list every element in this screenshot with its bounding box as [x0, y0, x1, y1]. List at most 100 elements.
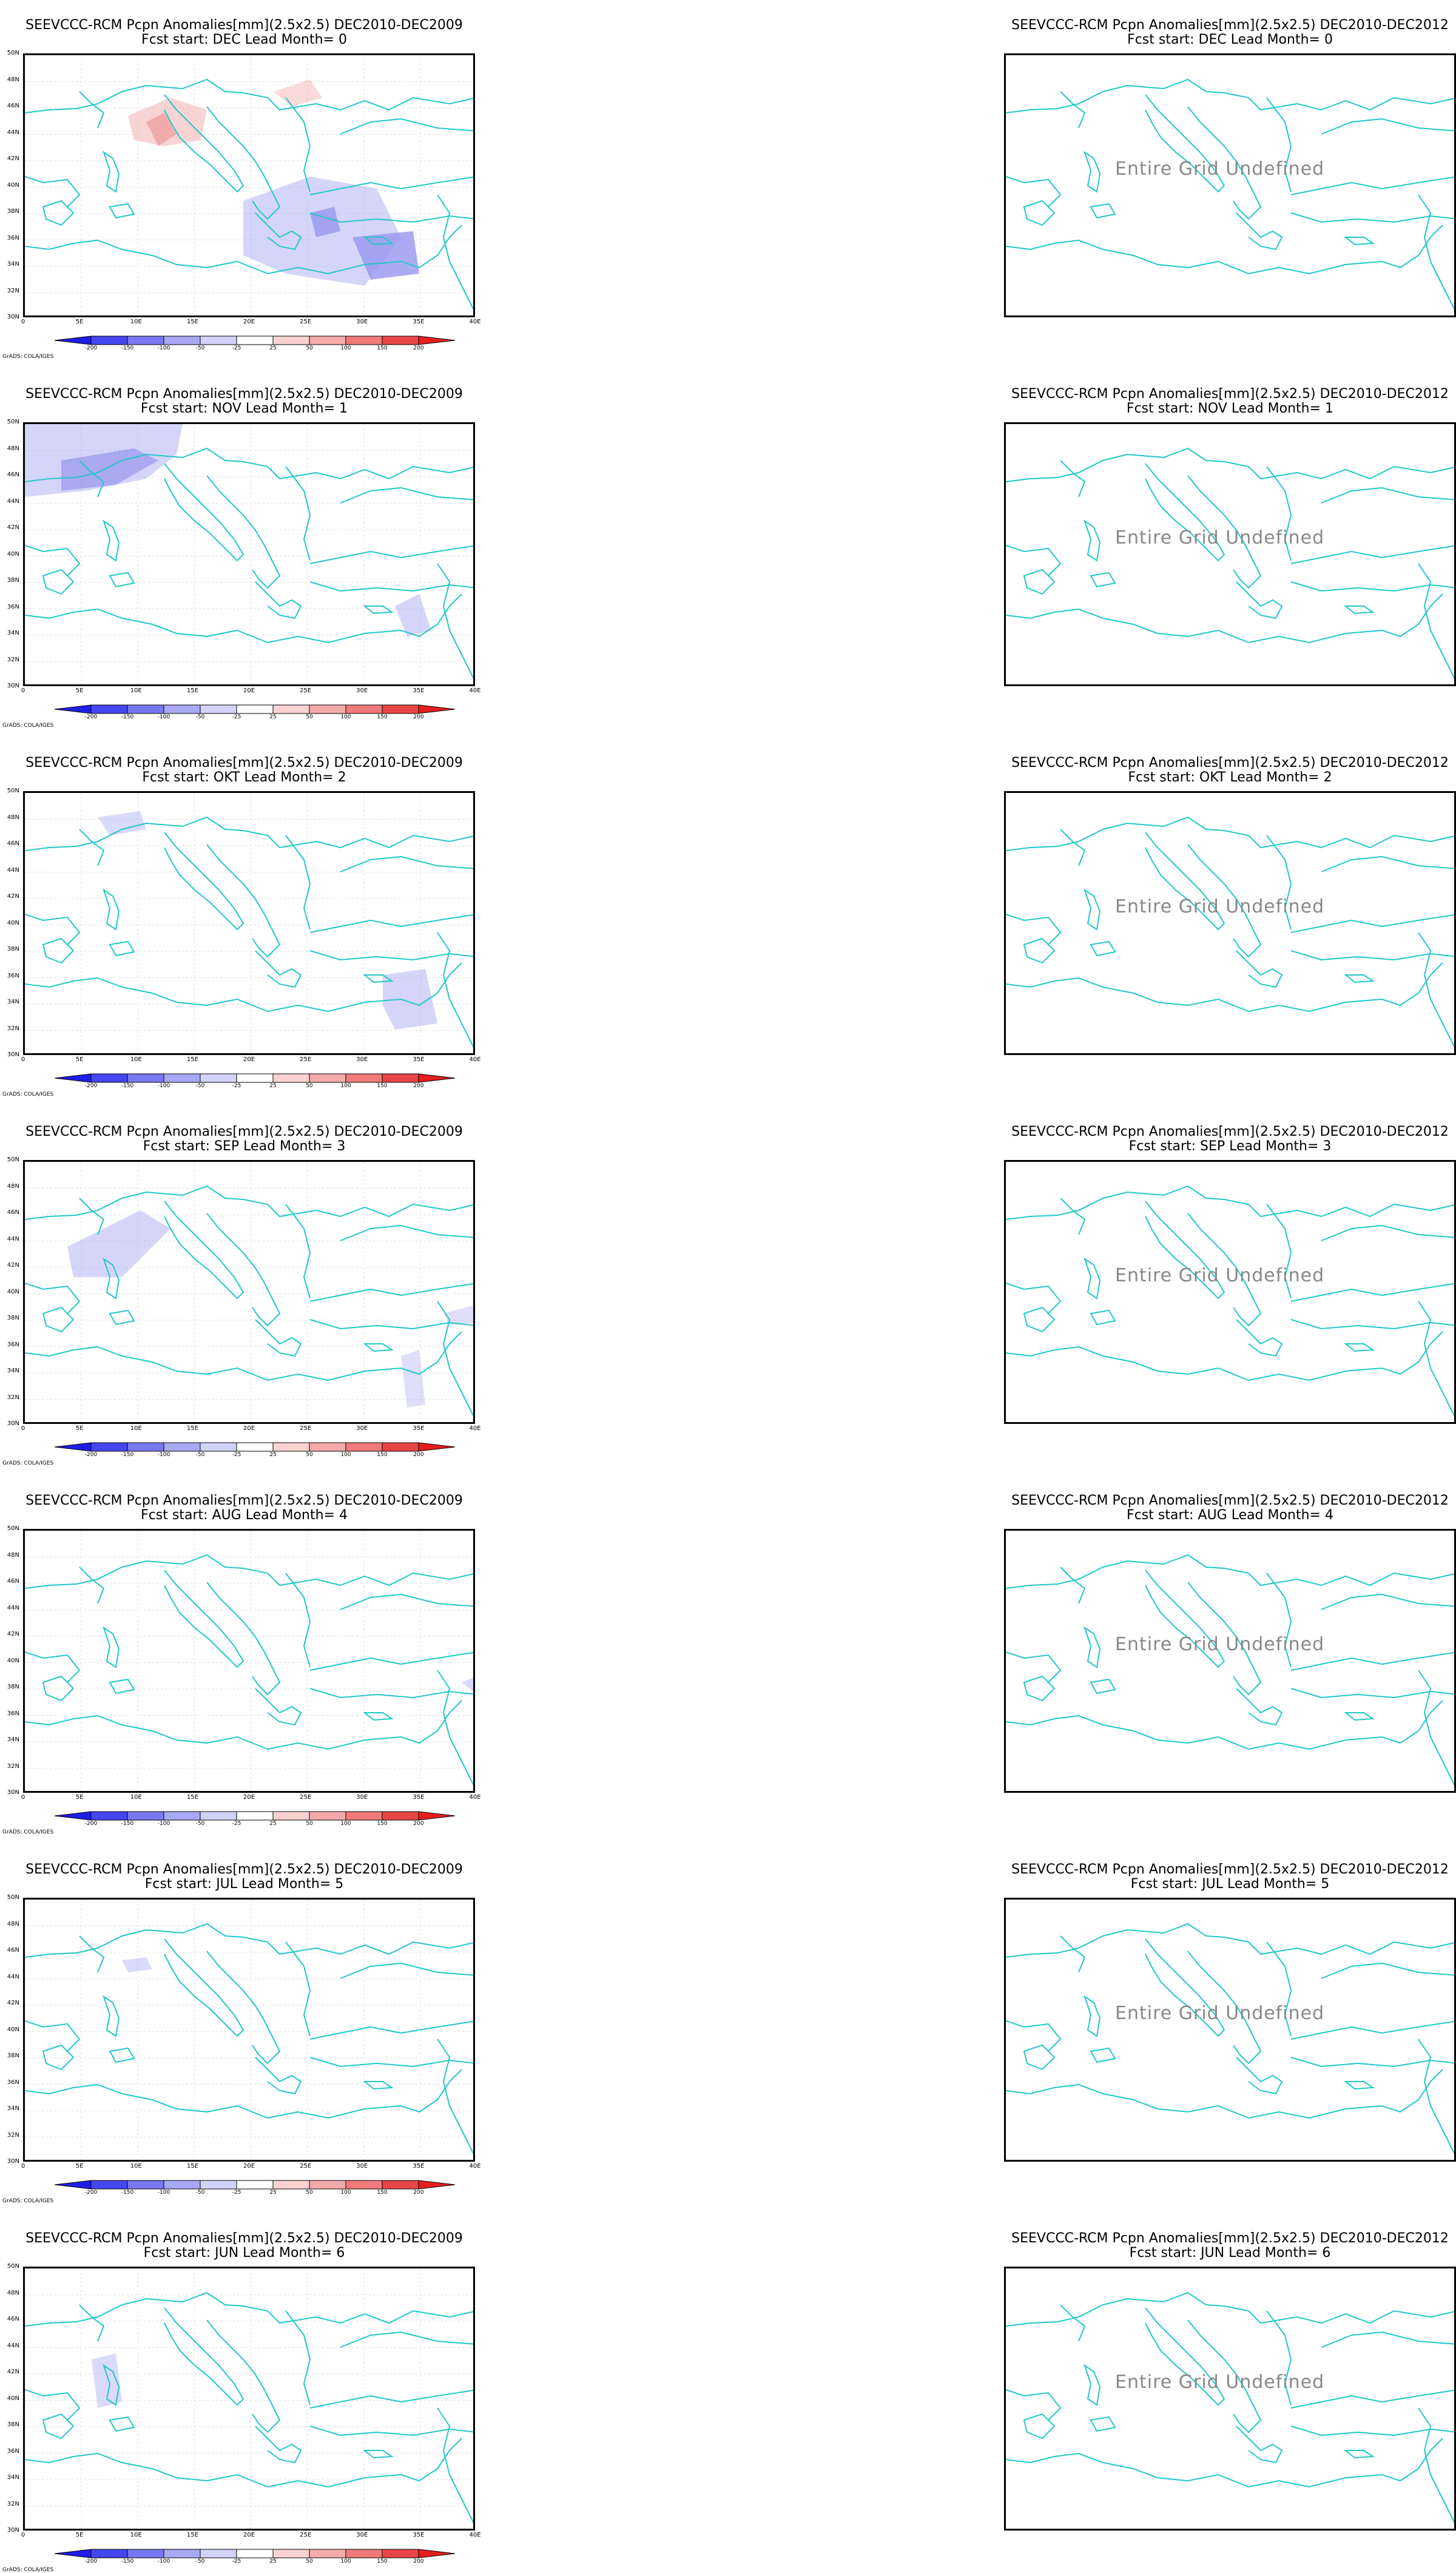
x-tick-label: 10E	[124, 2532, 148, 2538]
left-map-0	[23, 53, 475, 317]
title-line-1: SEEVCCC-RCM Pcpn Anomalies[mm](2.5x2.5) …	[957, 1125, 1456, 1139]
colorbar-label: -50	[191, 2190, 209, 2196]
coastline	[1006, 2069, 1443, 2118]
coastline	[79, 2305, 104, 2341]
y-tick-label: 40N	[4, 551, 19, 558]
y-tick-label: 34N	[4, 2474, 19, 2481]
x-tick-label: 0	[11, 2163, 35, 2170]
colorbar-swatch	[273, 2549, 309, 2558]
map-canvas	[1006, 424, 1456, 686]
colorbar-swatch	[127, 1812, 164, 1820]
title-line-1: SEEVCCC-RCM Pcpn Anomalies[mm](2.5x2.5) …	[0, 18, 517, 33]
colorbar-swatch	[55, 1812, 91, 1820]
coastline	[207, 845, 280, 957]
y-tick-label: 48N	[4, 445, 19, 452]
y-tick-label: 32N	[4, 656, 19, 663]
colorbar-label: -200	[82, 1452, 100, 1458]
colorbar-swatch	[91, 336, 127, 345]
x-tick-label: 0	[11, 1794, 35, 1801]
coastline	[310, 1688, 475, 1698]
y-tick-label: 40N	[4, 1289, 19, 1295]
coastline	[340, 857, 475, 872]
y-tick-label: 42N	[4, 1262, 19, 1269]
y-tick-label: 44N	[4, 867, 19, 874]
right-panel-title: SEEVCCC-RCM Pcpn Anomalies[mm](2.5x2.5) …	[957, 18, 1456, 47]
coastline	[310, 2426, 475, 2435]
colorbar-label: 50	[300, 2558, 318, 2565]
coastline	[104, 1997, 119, 2036]
left-map-2	[23, 791, 475, 1055]
coastline	[1236, 213, 1282, 249]
y-tick-label: 38N	[4, 2421, 19, 2428]
coastline	[310, 951, 475, 960]
coastline	[110, 2417, 134, 2431]
y-tick-label: 42N	[4, 1631, 19, 1637]
coastline	[1006, 2438, 1443, 2487]
coastline	[1024, 939, 1054, 963]
coastline	[310, 582, 475, 591]
coastline	[25, 177, 79, 207]
grads-credit: GrADS: COLA/IGES	[2, 2198, 53, 2204]
colorbar-swatch	[200, 705, 237, 713]
colorbar-swatch	[382, 1074, 419, 1082]
colorbar-label: -100	[155, 1083, 173, 1089]
colorbar-swatch	[237, 2180, 273, 2189]
colorbar-swatch	[419, 336, 455, 345]
coastline	[43, 570, 73, 594]
title-line-1: SEEVCCC-RCM Pcpn Anomalies[mm](2.5x2.5) …	[957, 1863, 1456, 1877]
coastline	[110, 2048, 134, 2062]
coastline	[1060, 1567, 1085, 1603]
coastline	[1006, 79, 1456, 113]
entire-grid-undefined-label: Entire Grid Undefined	[1115, 896, 1324, 917]
colorbar-label: 200	[410, 2190, 428, 2196]
coastline	[164, 1939, 243, 2036]
title-line-2: Fcst start: OKT Lead Month= 2	[0, 771, 517, 785]
title-line-1: SEEVCCC-RCM Pcpn Anomalies[mm](2.5x2.5) …	[0, 756, 517, 771]
colorbar-label: -150	[118, 2558, 136, 2565]
coastline	[1024, 570, 1054, 594]
colorbar-swatch	[309, 1812, 346, 1820]
coastline	[110, 1310, 134, 1324]
coastline	[1236, 1320, 1282, 1356]
colorbar-swatch	[419, 1812, 455, 1820]
x-tick-label: 35E	[406, 1794, 431, 1801]
colorbar-label: 100	[337, 2190, 355, 2196]
colorbar-swatch	[309, 2180, 346, 2189]
left-panel-title: SEEVCCC-RCM Pcpn Anomalies[mm](2.5x2.5) …	[0, 1125, 517, 1154]
colorbar	[42, 1442, 467, 1452]
coastline	[1418, 564, 1455, 679]
x-tick-label: 35E	[406, 319, 431, 325]
coastline	[1346, 2450, 1373, 2458]
anomaly-region	[274, 79, 322, 107]
left-panel-title: SEEVCCC-RCM Pcpn Anomalies[mm](2.5x2.5) …	[0, 1494, 517, 1523]
colorbar-label: -25	[228, 1821, 246, 1827]
colorbar-swatch	[200, 1443, 237, 1451]
y-tick-label: 32N	[4, 1394, 19, 1401]
coastline	[255, 951, 301, 987]
colorbar-label: 150	[373, 345, 391, 351]
y-tick-label: 50N	[4, 2263, 19, 2270]
coastline	[43, 2414, 73, 2438]
coastline	[43, 2045, 73, 2069]
coastline	[340, 488, 475, 503]
x-tick-label: 25E	[294, 1794, 318, 1801]
coastline	[25, 1652, 79, 1682]
coastline	[255, 1688, 301, 1725]
colorbar-swatch	[200, 1812, 237, 1820]
coastline	[1291, 2426, 1456, 2435]
coastline	[1321, 857, 1456, 872]
coastline	[1321, 2332, 1456, 2347]
y-tick-label: 32N	[4, 288, 19, 294]
y-tick-label: 40N	[4, 920, 19, 926]
colorbar-swatch	[419, 1074, 455, 1082]
coastline	[79, 1936, 104, 1972]
title-line-1: SEEVCCC-RCM Pcpn Anomalies[mm](2.5x2.5) …	[0, 387, 517, 402]
colorbar-label: 25	[264, 2558, 282, 2565]
coastline	[1236, 2057, 1282, 2094]
anomaly-region	[401, 1350, 425, 1408]
title-line-1: SEEVCCC-RCM Pcpn Anomalies[mm](2.5x2.5) …	[957, 2231, 1456, 2246]
entire-grid-undefined-label: Entire Grid Undefined	[1115, 527, 1324, 548]
x-tick-label: 25E	[294, 319, 318, 325]
coastline	[255, 582, 301, 618]
coastline	[1291, 582, 1456, 591]
